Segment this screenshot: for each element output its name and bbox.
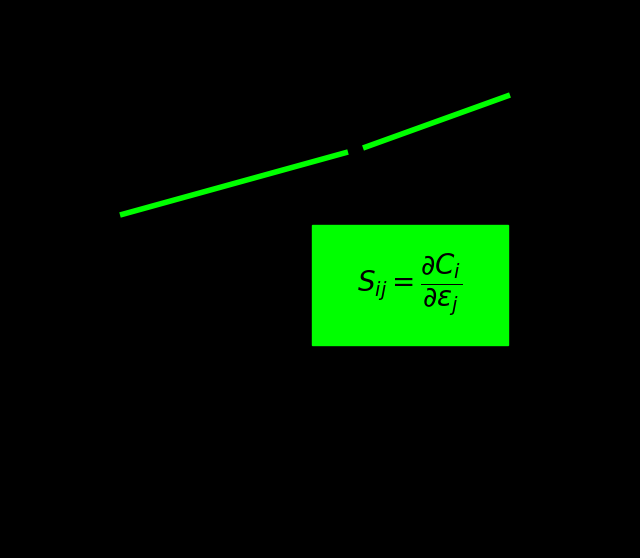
Text: $S_{ij} = \dfrac{\partial C_i}{\partial \varepsilon_j}$: $S_{ij} = \dfrac{\partial C_i}{\partial … bbox=[357, 252, 463, 318]
FancyBboxPatch shape bbox=[312, 225, 508, 345]
